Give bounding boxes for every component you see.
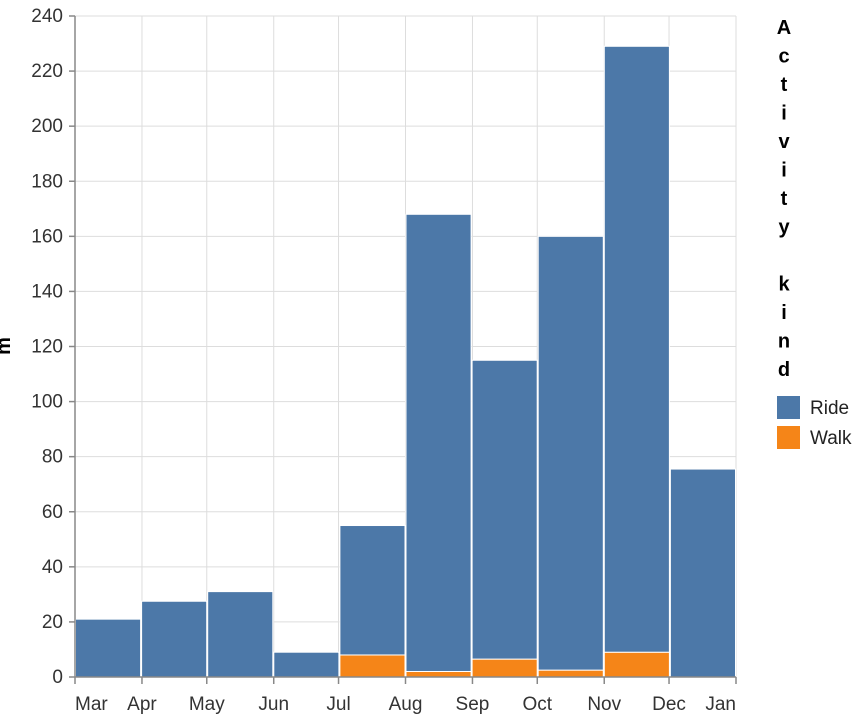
x-tick-label: Jul [326,694,350,714]
y-tick-label: 40 [42,557,63,578]
x-tick-label: Jan [705,694,736,714]
bar-ride-sep [471,359,538,660]
legend-label-ride: Ride [810,398,849,419]
legend-label-walk: Walk [810,428,852,449]
bar-ride-aug [405,213,472,672]
x-tick-label: Apr [127,694,157,714]
x-tick-label: Aug [389,694,423,714]
y-tick-label: 140 [31,281,63,302]
x-tick-label: Nov [587,694,621,714]
y-tick-label: 20 [42,612,63,633]
x-tick-label: Dec [652,694,686,714]
x-tick-label: Mar [75,694,108,714]
bar-walk-aug [405,670,472,678]
x-tick-label: Sep [456,694,490,714]
y-tick-label: 180 [31,171,63,192]
x-tick-label: May [189,694,225,714]
bar-walk-jul [339,654,406,678]
y-tick-label: 100 [31,392,63,413]
y-tick-label: 60 [42,502,63,523]
bar-walk-sep [471,658,538,678]
y-axis-title: m [0,337,15,355]
bar-ride-oct [537,235,604,671]
y-tick-label: 160 [31,226,63,247]
bar-ride-mar [75,618,142,678]
y-tick-label: 0 [52,667,63,688]
bar-ride-dec [669,468,737,678]
y-tick-label: 200 [31,116,63,137]
bar-ride-may [207,591,274,678]
x-tick-label: Oct [522,694,552,714]
bar-ride-nov [603,45,670,653]
bar-ride-apr [141,600,208,678]
y-tick-label: 80 [42,447,63,468]
axes: 0 20 40 60 80 100 120 140 160 180 200 220 240 Mar Apr M… [31,6,737,714]
legend-swatch-walk [777,426,800,449]
bars [75,45,737,678]
y-tick-label: 220 [31,61,63,82]
x-tick-label: Jun [258,694,289,714]
y-tick-label: 120 [31,337,63,358]
legend-swatch-ride [777,396,800,419]
bar-walk-nov [603,651,670,678]
bar-ride-jun [273,651,340,678]
y-tick-label: 240 [31,6,63,27]
bar-walk-oct [537,669,604,678]
bar-ride-jul [339,525,406,656]
